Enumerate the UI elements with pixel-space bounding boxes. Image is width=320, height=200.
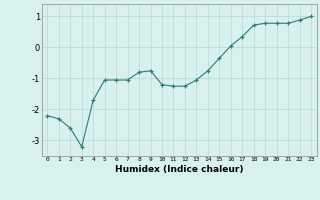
X-axis label: Humidex (Indice chaleur): Humidex (Indice chaleur)	[115, 165, 244, 174]
